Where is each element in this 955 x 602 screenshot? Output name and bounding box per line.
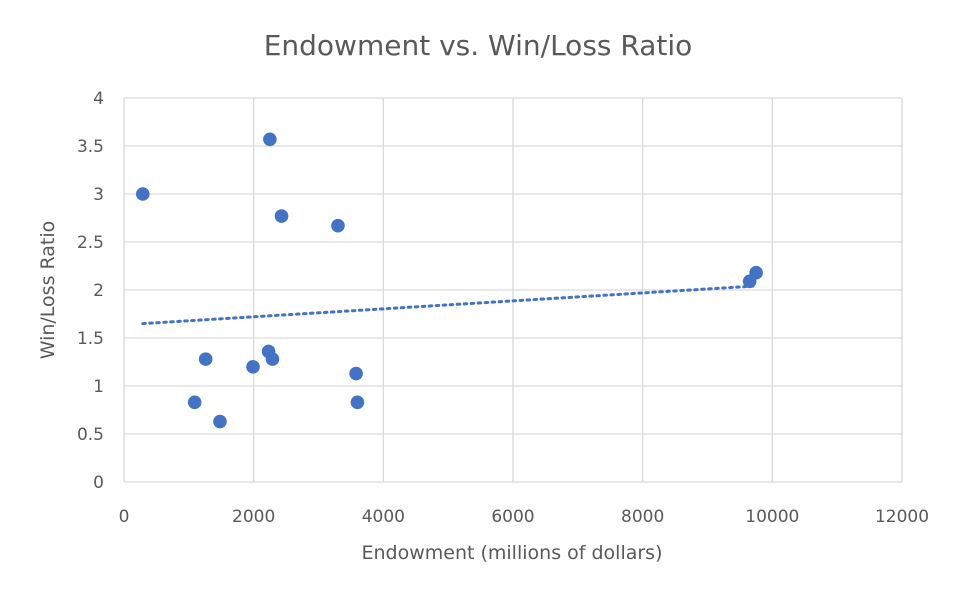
data-point	[265, 352, 280, 366]
data-point	[331, 218, 345, 233]
data-point	[213, 414, 227, 429]
x-tick-label: 12000	[875, 507, 929, 527]
trendline-layer	[141, 284, 755, 326]
y-tick-label: 1.5	[77, 329, 104, 349]
data-point	[136, 187, 150, 201]
trendline	[141, 284, 755, 326]
data-point	[350, 395, 365, 410]
y-tick-label: 0	[93, 473, 104, 493]
data-point	[263, 132, 277, 147]
y-tick-label: 2	[93, 281, 104, 301]
x-tick-label: 8000	[621, 507, 664, 527]
x-tick-label: 0	[119, 507, 130, 527]
y-tick-label: 0.5	[77, 425, 104, 445]
y-tick-label: 4	[93, 89, 104, 109]
y-tick-label: 3.5	[77, 137, 104, 157]
gridlines	[123, 97, 903, 483]
data-point	[749, 265, 763, 280]
y-tick-label: 1	[93, 377, 104, 397]
data-point	[198, 352, 213, 366]
x-axis-tick-labels: 0 2000 4000 6000 8000 10000 12000	[119, 507, 929, 527]
data-point	[187, 395, 202, 410]
y-tick-label: 3	[93, 185, 104, 205]
y-tick-label: 2.5	[77, 233, 104, 253]
y-axis-title: Win/Loss Ratio	[37, 221, 59, 360]
y-axis-tick-labels: 0 0.5 1 1.5 2 2.5 3 3.5 4	[77, 89, 104, 493]
x-tick-label: 10000	[745, 507, 799, 527]
data-point	[274, 209, 289, 223]
x-axis-title: Endowment (millions of dollars)	[361, 542, 662, 564]
data-point	[246, 360, 260, 374]
chart-title: Endowment vs. Win/Loss Ratio	[264, 29, 693, 62]
data-points	[136, 132, 763, 429]
x-tick-label: 2000	[232, 507, 275, 527]
data-point	[349, 366, 363, 381]
x-tick-label: 6000	[491, 507, 534, 527]
x-tick-label: 4000	[362, 507, 405, 527]
